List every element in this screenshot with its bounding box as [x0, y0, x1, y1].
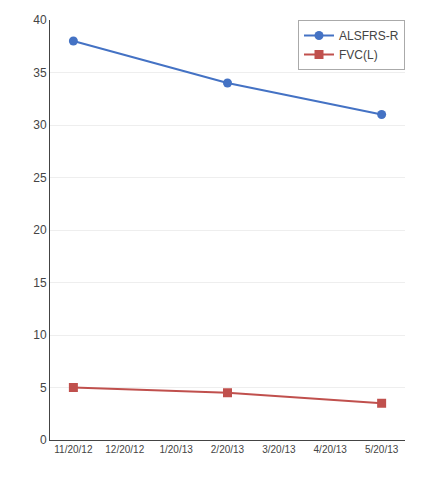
svg-text:10: 10	[33, 328, 47, 342]
svg-text:1/20/13: 1/20/13	[159, 444, 193, 455]
svg-text:5: 5	[40, 381, 47, 395]
svg-text:30: 30	[33, 118, 47, 132]
svg-text:11/20/12: 11/20/12	[54, 444, 93, 455]
svg-text:15: 15	[33, 276, 47, 290]
svg-text:40: 40	[33, 13, 47, 27]
svg-text:12/20/12: 12/20/12	[105, 444, 144, 455]
svg-text:35: 35	[33, 66, 47, 80]
svg-text:5/20/13: 5/20/13	[365, 444, 399, 455]
svg-text:FVC(L): FVC(L)	[339, 48, 378, 62]
svg-text:25: 25	[33, 171, 47, 185]
svg-text:4/20/13: 4/20/13	[314, 444, 348, 455]
svg-text:3/20/13: 3/20/13	[262, 444, 296, 455]
svg-text:ALSFRS-R: ALSFRS-R	[339, 29, 399, 43]
svg-text:0: 0	[40, 433, 47, 447]
svg-text:2/20/13: 2/20/13	[211, 444, 245, 455]
svg-text:20: 20	[33, 223, 47, 237]
